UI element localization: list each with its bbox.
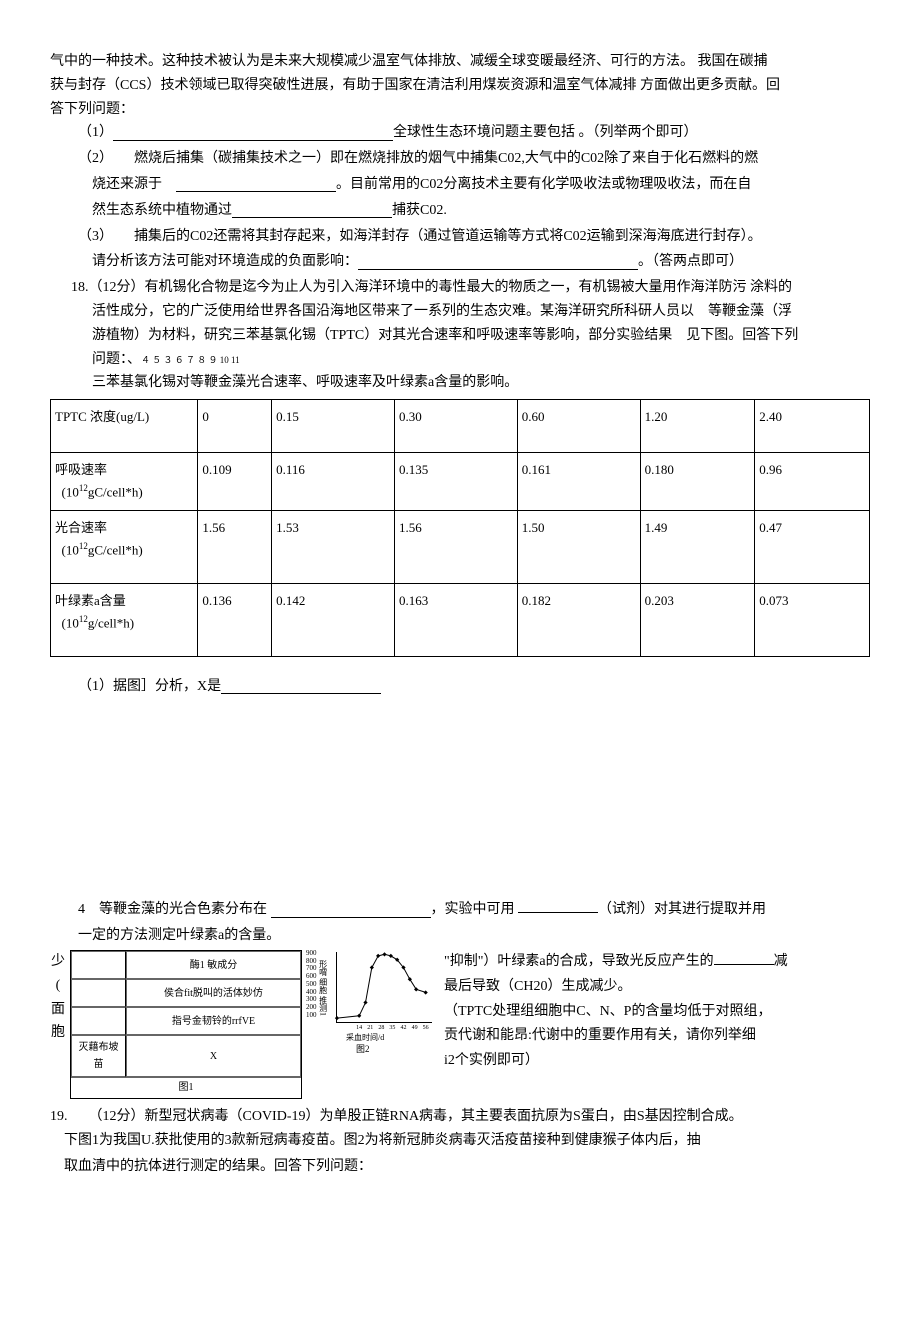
- table-row: 叶绿素a含量 (1012g/cell*h)0.1360.1420.1630.18…: [51, 583, 870, 656]
- item-3a: （3） 捕集后的C02还需将其封存起来，如海洋封存（通过管道运输等方式将C02运…: [50, 225, 870, 249]
- figure-1-cell: 侯合fit脱叫的活体妙仿: [126, 979, 301, 1007]
- blank-5: [221, 679, 381, 694]
- table-cell: 0.203: [640, 583, 755, 656]
- left-margin-chars: 少(面胞: [50, 950, 66, 1040]
- table-cell: 0.96: [755, 453, 870, 511]
- q18-sub1: （1）据图］分析，X是: [50, 675, 870, 699]
- table-cell: 0.073: [755, 583, 870, 656]
- q18-line2: 活性成分，它的广泛使用给世界各国沿海地区带来了一系列的生态灾难。某海洋研究所科研…: [50, 300, 870, 324]
- q19-line1: 19. （12分）新型冠状病毒（COVID-19）为单股正链RNA病毒，其主要表…: [50, 1105, 870, 1129]
- figure-1-cell: X: [126, 1035, 301, 1077]
- table-cell: 呼吸速率 (1012gC/cell*h): [51, 453, 198, 511]
- table-cell: 1.56: [394, 510, 517, 583]
- table-cell: 1.20: [640, 400, 755, 453]
- blank-4: [358, 255, 638, 270]
- q18-sub4: 4 等鞭金藻的光合色素分布在 ，实验中可用 （试剂）对其进行提取并用: [50, 898, 870, 922]
- intro-line-2: 获与封存（CCS）技术领域已取得突破性进展，有助于国家在清洁利用煤炭资源和温室气…: [50, 74, 870, 98]
- table-cell: 0.136: [198, 583, 272, 656]
- figure-2-caption: 图2: [356, 1042, 370, 1057]
- table-cell: 0: [198, 400, 272, 453]
- table-cell: 0.15: [272, 400, 395, 453]
- table-cell: 0.163: [394, 583, 517, 656]
- item-1: （1）全球性生态环境问题主要包括 。（列举两个即可）: [50, 121, 870, 145]
- table-cell: 0.30: [394, 400, 517, 453]
- item-2c: 然生态系统中植物通过捕获C02.: [50, 199, 870, 223]
- figure-2-y-ticks: 900800700600500400300200100: [306, 950, 317, 1019]
- table-cell: 光合速率 (1012gC/cell*h): [51, 510, 198, 583]
- item-2a: （2） 燃烧后捕集（碳捕集技术之一）即在燃烧排放的烟气中捕集C02,大气中的C0…: [50, 147, 870, 171]
- table-cell: 0.47: [755, 510, 870, 583]
- figure-2-svg: 14212835424956: [337, 952, 432, 1022]
- q18-line4: 问题：、４ ５ ３ ６ ７ ８ ９ 10 11: [50, 348, 870, 372]
- intro-line-3: 答下列问题：: [50, 98, 870, 122]
- figure-1-caption: 图1: [71, 1077, 301, 1098]
- figure-1-cell: [71, 1007, 126, 1035]
- table-cell: 0.116: [272, 453, 395, 511]
- table-row: 呼吸速率 (1012gC/cell*h)0.1090.1160.1350.161…: [51, 453, 870, 511]
- svg-text:28: 28: [378, 1025, 384, 1031]
- figure-1-cell: 指号金韧铃的rrfVE: [126, 1007, 301, 1035]
- q18-intro: 18.（12分）有机锡化合物是迄今为止人为引入海洋环境中的毒性最大的物质之一，有…: [50, 276, 870, 300]
- item-1-tail: 全球性生态环境问题主要包括 。（列举两个即可）: [393, 125, 698, 140]
- table-cell: 1.50: [517, 510, 640, 583]
- data-table: TPTC 浓度(ug/L)00.150.300.601.202.40呼吸速率 (…: [50, 399, 870, 657]
- table-cell: 1.53: [272, 510, 395, 583]
- table-cell: 0.109: [198, 453, 272, 511]
- blank-2: [176, 177, 336, 192]
- figure-2-chart: 900800700600500400300200100 形喟 细胞 推测1 14…: [306, 950, 436, 1045]
- item-3b: 请分析该方法可能对环境造成的负面影响：。（答两点即可）: [50, 250, 870, 274]
- svg-text:35: 35: [389, 1025, 395, 1031]
- table-row: TPTC 浓度(ug/L)00.150.300.601.202.40: [51, 400, 870, 453]
- blank-6: [271, 903, 431, 918]
- figure-2-ylabel: 形喟 细胞 推测1: [316, 960, 330, 1016]
- q19-line3: 取血清中的抗体进行测定的结果。回答下列问题：: [50, 1155, 870, 1179]
- q19-line2: 下图1为我国U.获批使用的3款新冠病毒疫苗。图2为将新冠肺炎病毒灭活疫苗接种到健…: [50, 1129, 870, 1153]
- blank-1: [113, 126, 393, 141]
- table-cell: 0.180: [640, 453, 755, 511]
- figure-1-cell: [71, 951, 126, 979]
- svg-text:49: 49: [412, 1025, 418, 1031]
- table-cell: 叶绿素a含量 (1012g/cell*h): [51, 583, 198, 656]
- svg-text:42: 42: [401, 1025, 407, 1031]
- overlay-text-block: "抑制"）叶绿素a的合成，导致光反应产生的减 最后导致（CH20）生成减少。 （…: [440, 950, 870, 1074]
- table-cell: 0.135: [394, 453, 517, 511]
- q18-line3: 游植物）为材料，研究三苯基氯化锡（TPTC）对其光合速率和呼吸速率等影响，部分实…: [50, 324, 870, 348]
- svg-text:21: 21: [367, 1025, 373, 1031]
- figure-1-cell: 酶1 敏成分: [126, 951, 301, 979]
- table-row: 光合速率 (1012gC/cell*h)1.561.531.561.501.49…: [51, 510, 870, 583]
- figure-1-cell: 灭藉布坡苗: [71, 1035, 126, 1077]
- figure-1: 酶1 敏成分侯合fit脱叫的活体妙仿指号金韧铃的rrfVE灭藉布坡苗X 图1: [70, 950, 302, 1099]
- svg-text:56: 56: [423, 1025, 429, 1031]
- table-cell: 0.182: [517, 583, 640, 656]
- table-cell: 0.60: [517, 400, 640, 453]
- blank-7: [518, 912, 598, 913]
- figure-1-cell: [71, 979, 126, 1007]
- table-cell: 0.161: [517, 453, 640, 511]
- figure-row: 少(面胞 酶1 敏成分侯合fit脱叫的活体妙仿指号金韧铃的rrfVE灭藉布坡苗X…: [50, 950, 870, 1099]
- figure-2-plot-area: 14212835424956: [336, 952, 432, 1023]
- table-cell: 2.40: [755, 400, 870, 453]
- q18-number: 18.: [71, 280, 89, 295]
- table-cell: 1.49: [640, 510, 755, 583]
- q18-sub4b: 一定的方法测定叶绿素a的含量。: [50, 924, 870, 948]
- blank-8: [714, 964, 774, 965]
- table-cell: 0.142: [272, 583, 395, 656]
- table-caption: 三苯基氯化锡对等鞭金藻光合速率、呼吸速率及叶绿素a含量的影响。: [50, 371, 870, 395]
- blank-3: [232, 203, 392, 218]
- table-cell: TPTC 浓度(ug/L): [51, 400, 198, 453]
- intro-line-1: 气中的一种技术。这种技术被认为是未来大规模减少温室气体排放、减缓全球变暖最经济、…: [50, 50, 870, 74]
- intro-paragraph: 气中的一种技术。这种技术被认为是未来大规模减少温室气体排放、减缓全球变暖最经济、…: [50, 50, 870, 121]
- table-cell: 1.56: [198, 510, 272, 583]
- item-2b: 烧还来源于 。目前常用的C02分离技术主要有化学吸收法或物理吸收法，而在自: [50, 173, 870, 197]
- svg-text:14: 14: [356, 1025, 362, 1031]
